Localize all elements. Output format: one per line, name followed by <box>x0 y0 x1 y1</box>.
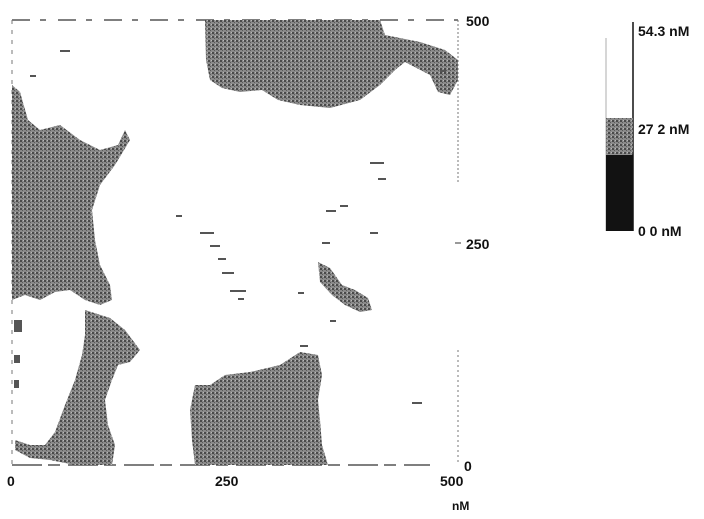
x-tick-250: 250 <box>215 473 239 489</box>
scale-label-mid: 27 2 nM <box>638 121 690 137</box>
scale-label-min: 0 0 nM <box>638 223 682 239</box>
y-tick-0: 0 <box>464 458 472 474</box>
scale-label-max: 54.3 nM <box>638 23 690 39</box>
y-tick-500: 500 <box>466 13 490 29</box>
feature-top-blob <box>205 20 458 108</box>
x-tick-500: 500 <box>440 473 464 489</box>
x-tick-0: 0 <box>7 473 15 489</box>
height-scale-bar <box>605 22 634 231</box>
y-tick-250: 250 <box>466 236 490 252</box>
feature-mid-patch <box>318 262 372 312</box>
feature-lower-left-stripe <box>15 310 140 465</box>
x-axis-unit: nM <box>452 499 470 513</box>
feature-left-cluster <box>12 85 130 305</box>
scan-image <box>11 19 461 466</box>
scan-noise <box>14 50 446 404</box>
feature-bottom-block <box>190 352 328 465</box>
